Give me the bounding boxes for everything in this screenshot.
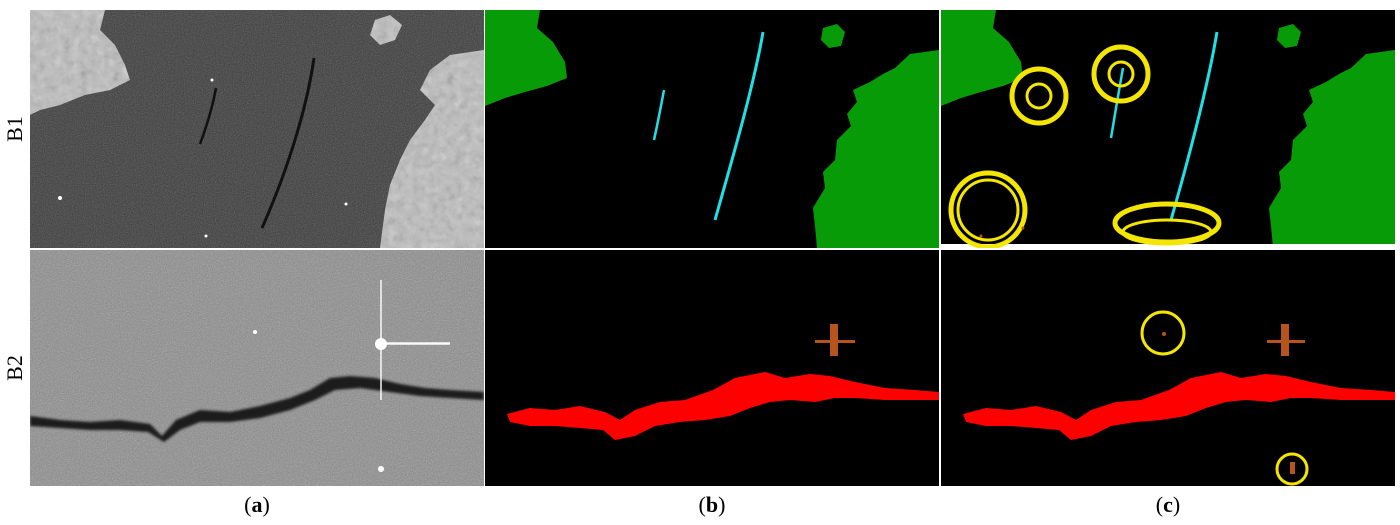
detection-map-b2 [941, 250, 1395, 486]
sar-image-b1 [30, 10, 484, 248]
row-label-b2: B2 [2, 355, 27, 381]
segmentation-map-b2 [485, 250, 939, 486]
segmentation-map-b1 [485, 10, 939, 248]
sar-image-b2 [30, 250, 484, 486]
row-label-b1: B1 [2, 116, 27, 142]
highlight-circles [948, 44, 1222, 248]
caption-b: (b) [698, 492, 726, 517]
highlight-circles [1140, 310, 1309, 486]
caption-a: (a) [244, 492, 270, 517]
detection-map-b1 [941, 10, 1395, 248]
caption-c: (c) [1155, 492, 1181, 517]
